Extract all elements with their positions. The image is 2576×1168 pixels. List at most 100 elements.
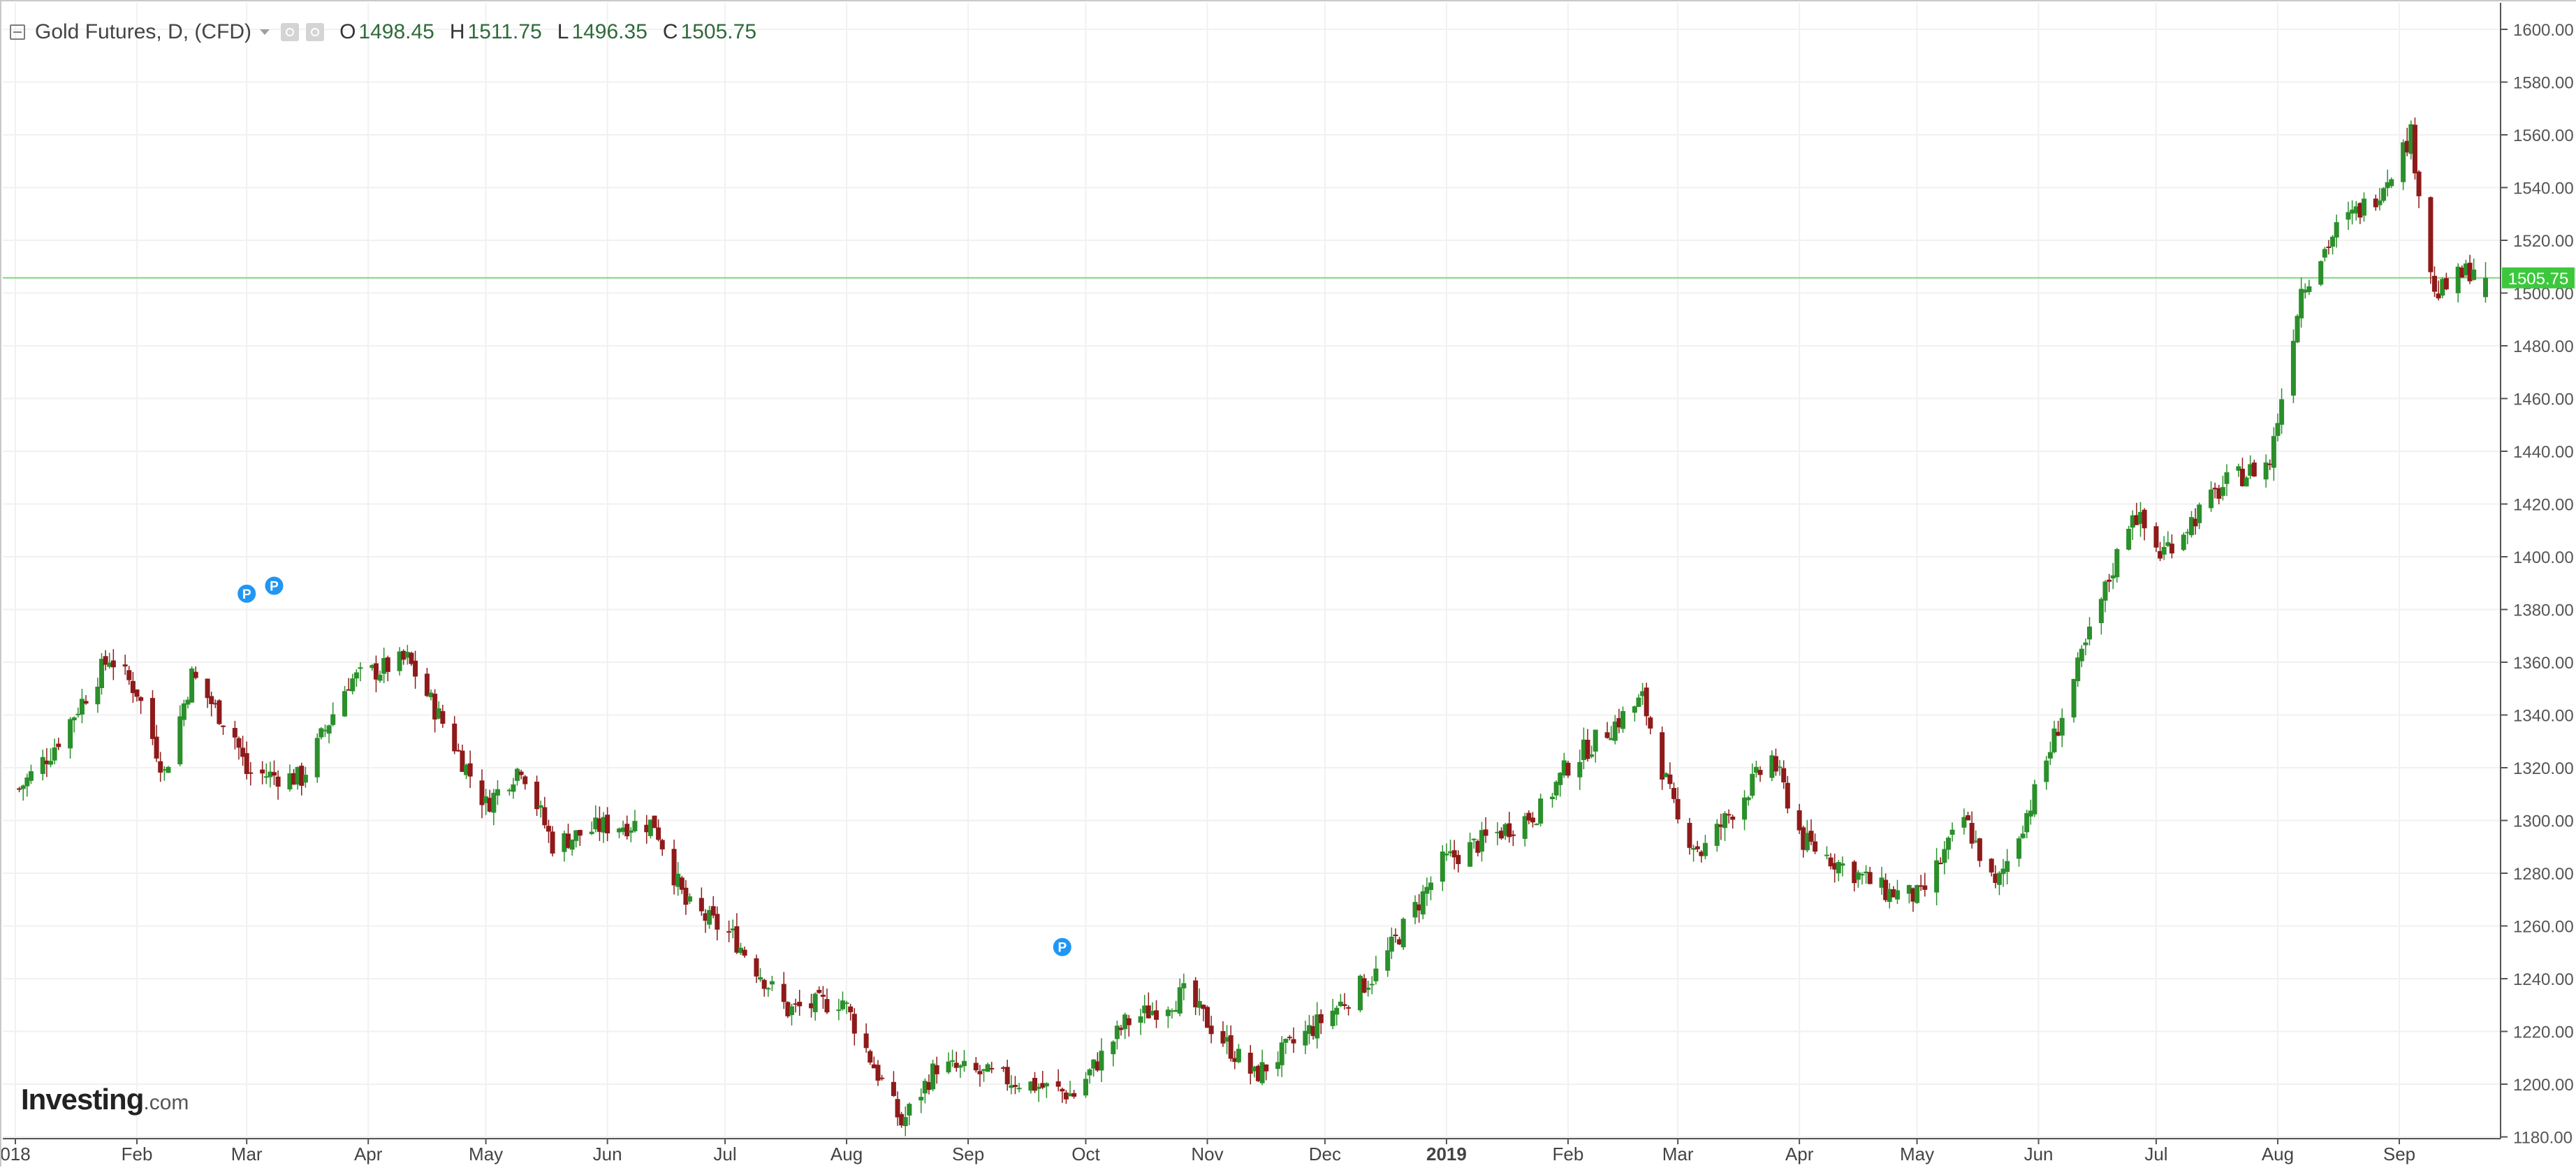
x-tick-label: Apr xyxy=(354,1144,383,1165)
candle xyxy=(1934,847,1940,905)
candle-body xyxy=(138,697,144,701)
candle xyxy=(1977,838,1982,868)
candle xyxy=(495,780,500,805)
event-marker[interactable]: P xyxy=(236,583,258,604)
candle xyxy=(1828,853,1834,870)
chevron-down-icon[interactable] xyxy=(260,29,270,35)
candle-body xyxy=(1561,760,1567,776)
candle-body xyxy=(2455,266,2461,293)
candle xyxy=(1279,1036,1285,1077)
candle-body xyxy=(1722,813,1727,828)
open-label: O xyxy=(339,20,356,43)
candle-body xyxy=(291,773,297,785)
candle xyxy=(1640,682,1646,706)
candle-body xyxy=(1361,978,1367,993)
candle-body xyxy=(715,914,720,930)
candle-body xyxy=(891,1081,896,1096)
candle xyxy=(511,778,516,799)
visibility-icon[interactable] xyxy=(281,23,300,41)
candle xyxy=(781,972,786,1009)
candle-body xyxy=(562,833,567,852)
candle-body xyxy=(644,824,650,833)
candle xyxy=(1499,827,1505,840)
candle-body xyxy=(848,1006,854,1013)
collapse-icon[interactable] xyxy=(10,24,25,40)
candle-body xyxy=(628,830,634,833)
candle xyxy=(404,645,410,665)
candle xyxy=(950,1049,956,1067)
candle xyxy=(483,789,489,815)
candle-body xyxy=(515,768,520,781)
x-tick-label: Sep xyxy=(2383,1144,2415,1165)
candle-body xyxy=(1620,710,1626,729)
candle-body xyxy=(1949,829,1955,835)
candle-body xyxy=(1801,827,1806,850)
candle-body xyxy=(1334,1007,1340,1015)
candle xyxy=(17,787,22,793)
event-marker[interactable]: P xyxy=(1051,936,1073,958)
candle xyxy=(2440,277,2445,298)
candle xyxy=(1989,858,1994,877)
candle xyxy=(1071,1090,1077,1099)
candle-body xyxy=(1310,1025,1316,1037)
candle-body xyxy=(373,663,379,680)
candle xyxy=(2224,464,2230,497)
candle-body xyxy=(985,1064,990,1072)
candle-body xyxy=(1303,1030,1308,1046)
candle-body xyxy=(83,701,89,704)
symbol-title[interactable]: Gold Futures, D, (CFD) xyxy=(35,20,252,43)
candle-body xyxy=(287,773,293,790)
candle xyxy=(1126,1014,1132,1037)
candle-body xyxy=(1424,886,1430,894)
candle-body xyxy=(2110,575,2116,578)
candle-body xyxy=(248,772,254,774)
candle xyxy=(1224,1025,1230,1055)
candle-body xyxy=(2079,648,2084,662)
candle xyxy=(1428,876,1433,900)
candle-body xyxy=(1577,761,1583,778)
y-tick-label: 1260.00 xyxy=(2513,918,2574,937)
candle-body xyxy=(271,772,277,776)
candle xyxy=(2326,240,2332,255)
candle xyxy=(1334,1005,1340,1026)
candle-body xyxy=(785,1002,791,1016)
candle-body xyxy=(1055,1081,1061,1087)
candle-body xyxy=(244,753,249,774)
candle-body xyxy=(930,1063,936,1090)
candle-body xyxy=(2153,526,2159,548)
candle xyxy=(436,701,441,720)
candle xyxy=(2267,459,2273,471)
candle-body xyxy=(1796,810,1802,831)
y-tick-label: 1440.00 xyxy=(2513,443,2574,462)
candle-body xyxy=(1687,822,1692,848)
candle xyxy=(907,1102,912,1125)
candle-body xyxy=(793,1003,798,1005)
candle xyxy=(981,1068,987,1082)
x-tick-label: Sep xyxy=(952,1144,984,1165)
candle-body xyxy=(263,776,269,778)
candle xyxy=(1558,772,1563,797)
candle-body xyxy=(1961,817,1967,828)
candle xyxy=(2212,482,2218,499)
candle xyxy=(1714,819,1720,852)
candle xyxy=(1330,998,1335,1030)
candle-body xyxy=(919,1097,924,1101)
candle-body xyxy=(781,984,786,1002)
candle-body xyxy=(1279,1042,1285,1065)
candle-body xyxy=(2267,463,2273,465)
settings-icon[interactable] xyxy=(306,23,325,41)
x-tick-label: Mar xyxy=(231,1144,263,1165)
candle-body xyxy=(1549,796,1555,799)
candle xyxy=(1969,811,1975,849)
candle xyxy=(628,827,634,842)
candle-body xyxy=(616,828,622,833)
candle xyxy=(1193,977,1199,1016)
event-marker[interactable]: P xyxy=(263,575,285,597)
candle xyxy=(1918,875,1924,891)
candle-body xyxy=(1977,838,1982,861)
candle xyxy=(1796,803,1802,834)
candle-body xyxy=(322,729,328,731)
candle-body xyxy=(2138,511,2144,524)
candle xyxy=(656,819,661,842)
